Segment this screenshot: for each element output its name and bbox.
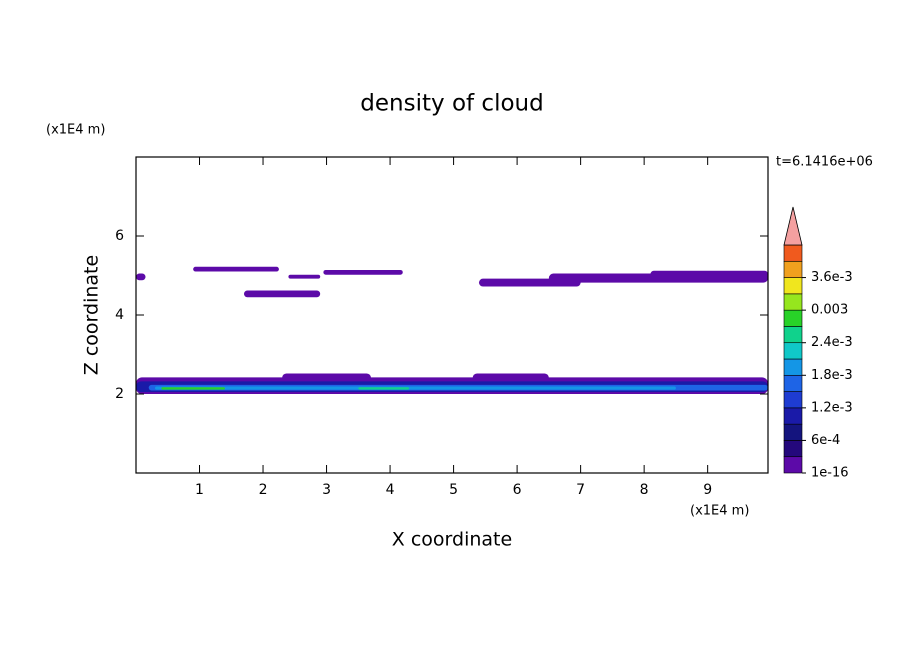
contour-region (243, 290, 321, 298)
colorbar-band (783, 326, 803, 344)
contour-region (136, 273, 146, 281)
y-tick-label: 6 (115, 228, 124, 244)
colorbar-tick-label: 2.4e-3 (811, 335, 853, 350)
y-unit: (x1E4 m) (46, 123, 105, 138)
colorbar-band (783, 244, 803, 262)
colorbar-band (783, 260, 803, 278)
x-unit: (x1E4 m) (690, 504, 749, 519)
colorbar-tick-label: 0.003 (811, 303, 848, 318)
colorbar-band (783, 342, 803, 360)
y-axis-label: Z coordinate (81, 255, 103, 375)
contour-region (155, 386, 676, 390)
contour-region (193, 266, 279, 272)
colorbar-band (783, 440, 803, 458)
contour-region (288, 274, 321, 279)
colorbar-tick-label: 1.8e-3 (811, 368, 853, 383)
colorbar-band (783, 456, 803, 474)
y-tick-label: 4 (115, 307, 124, 323)
chart-title: density of cloud (360, 91, 543, 117)
x-tick-label: 4 (386, 482, 395, 498)
colorbar-tick-label: 1.2e-3 (811, 400, 853, 415)
contour-region (323, 269, 403, 275)
x-axis-label: X coordinate (392, 529, 512, 551)
colorbar-band (783, 358, 803, 376)
colorbar-band (783, 309, 803, 327)
colorbar-band (783, 293, 803, 311)
plot-frame (135, 156, 769, 474)
x-tick-label: 1 (195, 482, 204, 498)
colorbar-tick-label: 3.6e-3 (811, 270, 853, 285)
colorbar-tick-label: 1e-16 (811, 466, 849, 481)
x-tick-label: 3 (322, 482, 331, 498)
x-tick-label: 9 (703, 482, 712, 498)
x-tick-label: 6 (513, 482, 522, 498)
x-tick-label: 5 (449, 482, 458, 498)
time-label: t=6.1416e+06 (776, 155, 873, 170)
contour-region (650, 270, 768, 278)
x-tick-label: 8 (640, 482, 649, 498)
colorbar-band (783, 407, 803, 425)
colorbar-band (783, 391, 803, 409)
x-tick-label: 7 (576, 482, 585, 498)
colorbar-band (783, 374, 803, 392)
contour-region (358, 387, 410, 390)
x-tick-label: 2 (259, 482, 268, 498)
colorbar-extend (783, 206, 803, 246)
y-tick-label: 2 (115, 386, 124, 402)
colorbar-tick-label: 6e-4 (811, 433, 840, 448)
colorbar-band (783, 423, 803, 441)
colorbar-band (783, 277, 803, 295)
contour-region (161, 387, 225, 390)
